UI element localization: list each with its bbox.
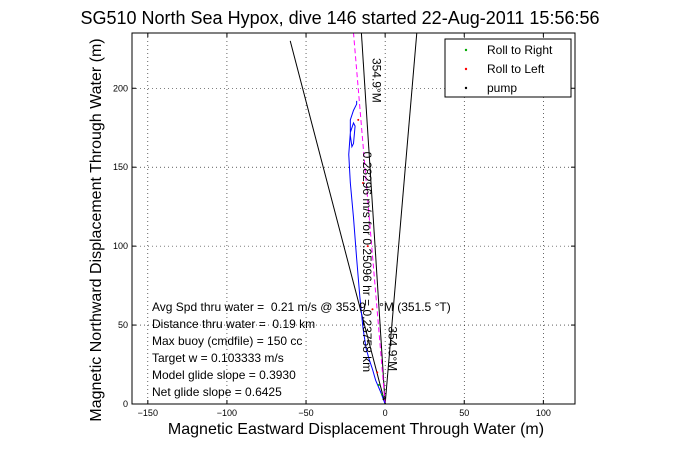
rotated-label: 0.28296 m/s for 0.25096 hr = 0.23758 km xyxy=(360,152,374,372)
series-point-pump xyxy=(382,398,385,401)
annotation-line: Net glide slope = 0.6425 xyxy=(152,385,282,399)
x-tick-label: −50 xyxy=(298,408,313,418)
annotation-line: Avg Spd thru water = 0.21 m/s @ 353.9 °M… xyxy=(152,300,451,314)
x-tick-label: 100 xyxy=(536,408,551,418)
annotation-line: Max buoy (cmdfile) = 150 cc xyxy=(152,334,302,348)
plot-frame xyxy=(131,32,576,405)
series-point-roll-to-left xyxy=(366,245,369,248)
annotation-line: Distance thru water = 0.19 km xyxy=(152,317,315,331)
annotation-line: Target w = 0.103333 m/s xyxy=(152,351,284,365)
dive-track-line xyxy=(348,100,386,404)
x-axis-label: Magnetic Eastward Displacement Through W… xyxy=(168,421,544,438)
legend-marker xyxy=(464,86,468,90)
legend-marker xyxy=(464,67,468,71)
glide-cone-line xyxy=(360,33,386,404)
rotated-labels: 354.9°M 0.28296 m/s for 0.25096 hr = 0.23… xyxy=(360,58,399,372)
series-point-roll-to-left xyxy=(371,308,374,311)
series-point-roll-to-left xyxy=(357,118,360,121)
legend-marker xyxy=(464,48,468,52)
heading-dashed-line xyxy=(353,33,386,404)
y-tick-label: 50 xyxy=(118,320,128,330)
y-tick-label: 150 xyxy=(113,162,128,172)
series-point-roll-to-left xyxy=(361,181,364,184)
glide-cone-line xyxy=(384,33,418,404)
legend: Roll to Right Roll to Left pump xyxy=(444,38,572,98)
y-tick-label: 200 xyxy=(113,83,128,93)
y-tick-label: 100 xyxy=(113,241,128,251)
axis-ticks: −150 −100 −50 0 50 100 0 50 100 150 200 xyxy=(113,33,575,418)
annotations: Avg Spd thru water = 0.21 m/s @ 353.9 °M… xyxy=(152,300,451,399)
series-point-roll-to-right xyxy=(377,384,380,387)
rotated-label: 354.9°M xyxy=(385,326,399,371)
rotated-label: 354.9°M xyxy=(369,58,383,103)
legend-label: pump xyxy=(487,81,517,95)
x-tick-label: −150 xyxy=(138,408,158,418)
annotation-line: Model glide slope = 0.3930 xyxy=(152,368,296,382)
y-axis-label: Magnetic Northward Displacement Through … xyxy=(88,38,105,421)
x-tick-label: 50 xyxy=(459,408,469,418)
chart-title: SG510 North Sea Hypox, dive 146 started … xyxy=(80,8,599,28)
glide-cone-line xyxy=(289,40,386,404)
x-tick-label: −100 xyxy=(217,408,237,418)
legend-label: Roll to Right xyxy=(487,43,553,57)
data-layer xyxy=(289,33,418,404)
x-tick-label: 0 xyxy=(383,408,388,418)
series-point-roll-to-left xyxy=(376,371,379,374)
legend-label: Roll to Left xyxy=(487,62,545,76)
series-point-roll-to-right xyxy=(380,393,383,396)
y-tick-label: 0 xyxy=(123,399,128,409)
